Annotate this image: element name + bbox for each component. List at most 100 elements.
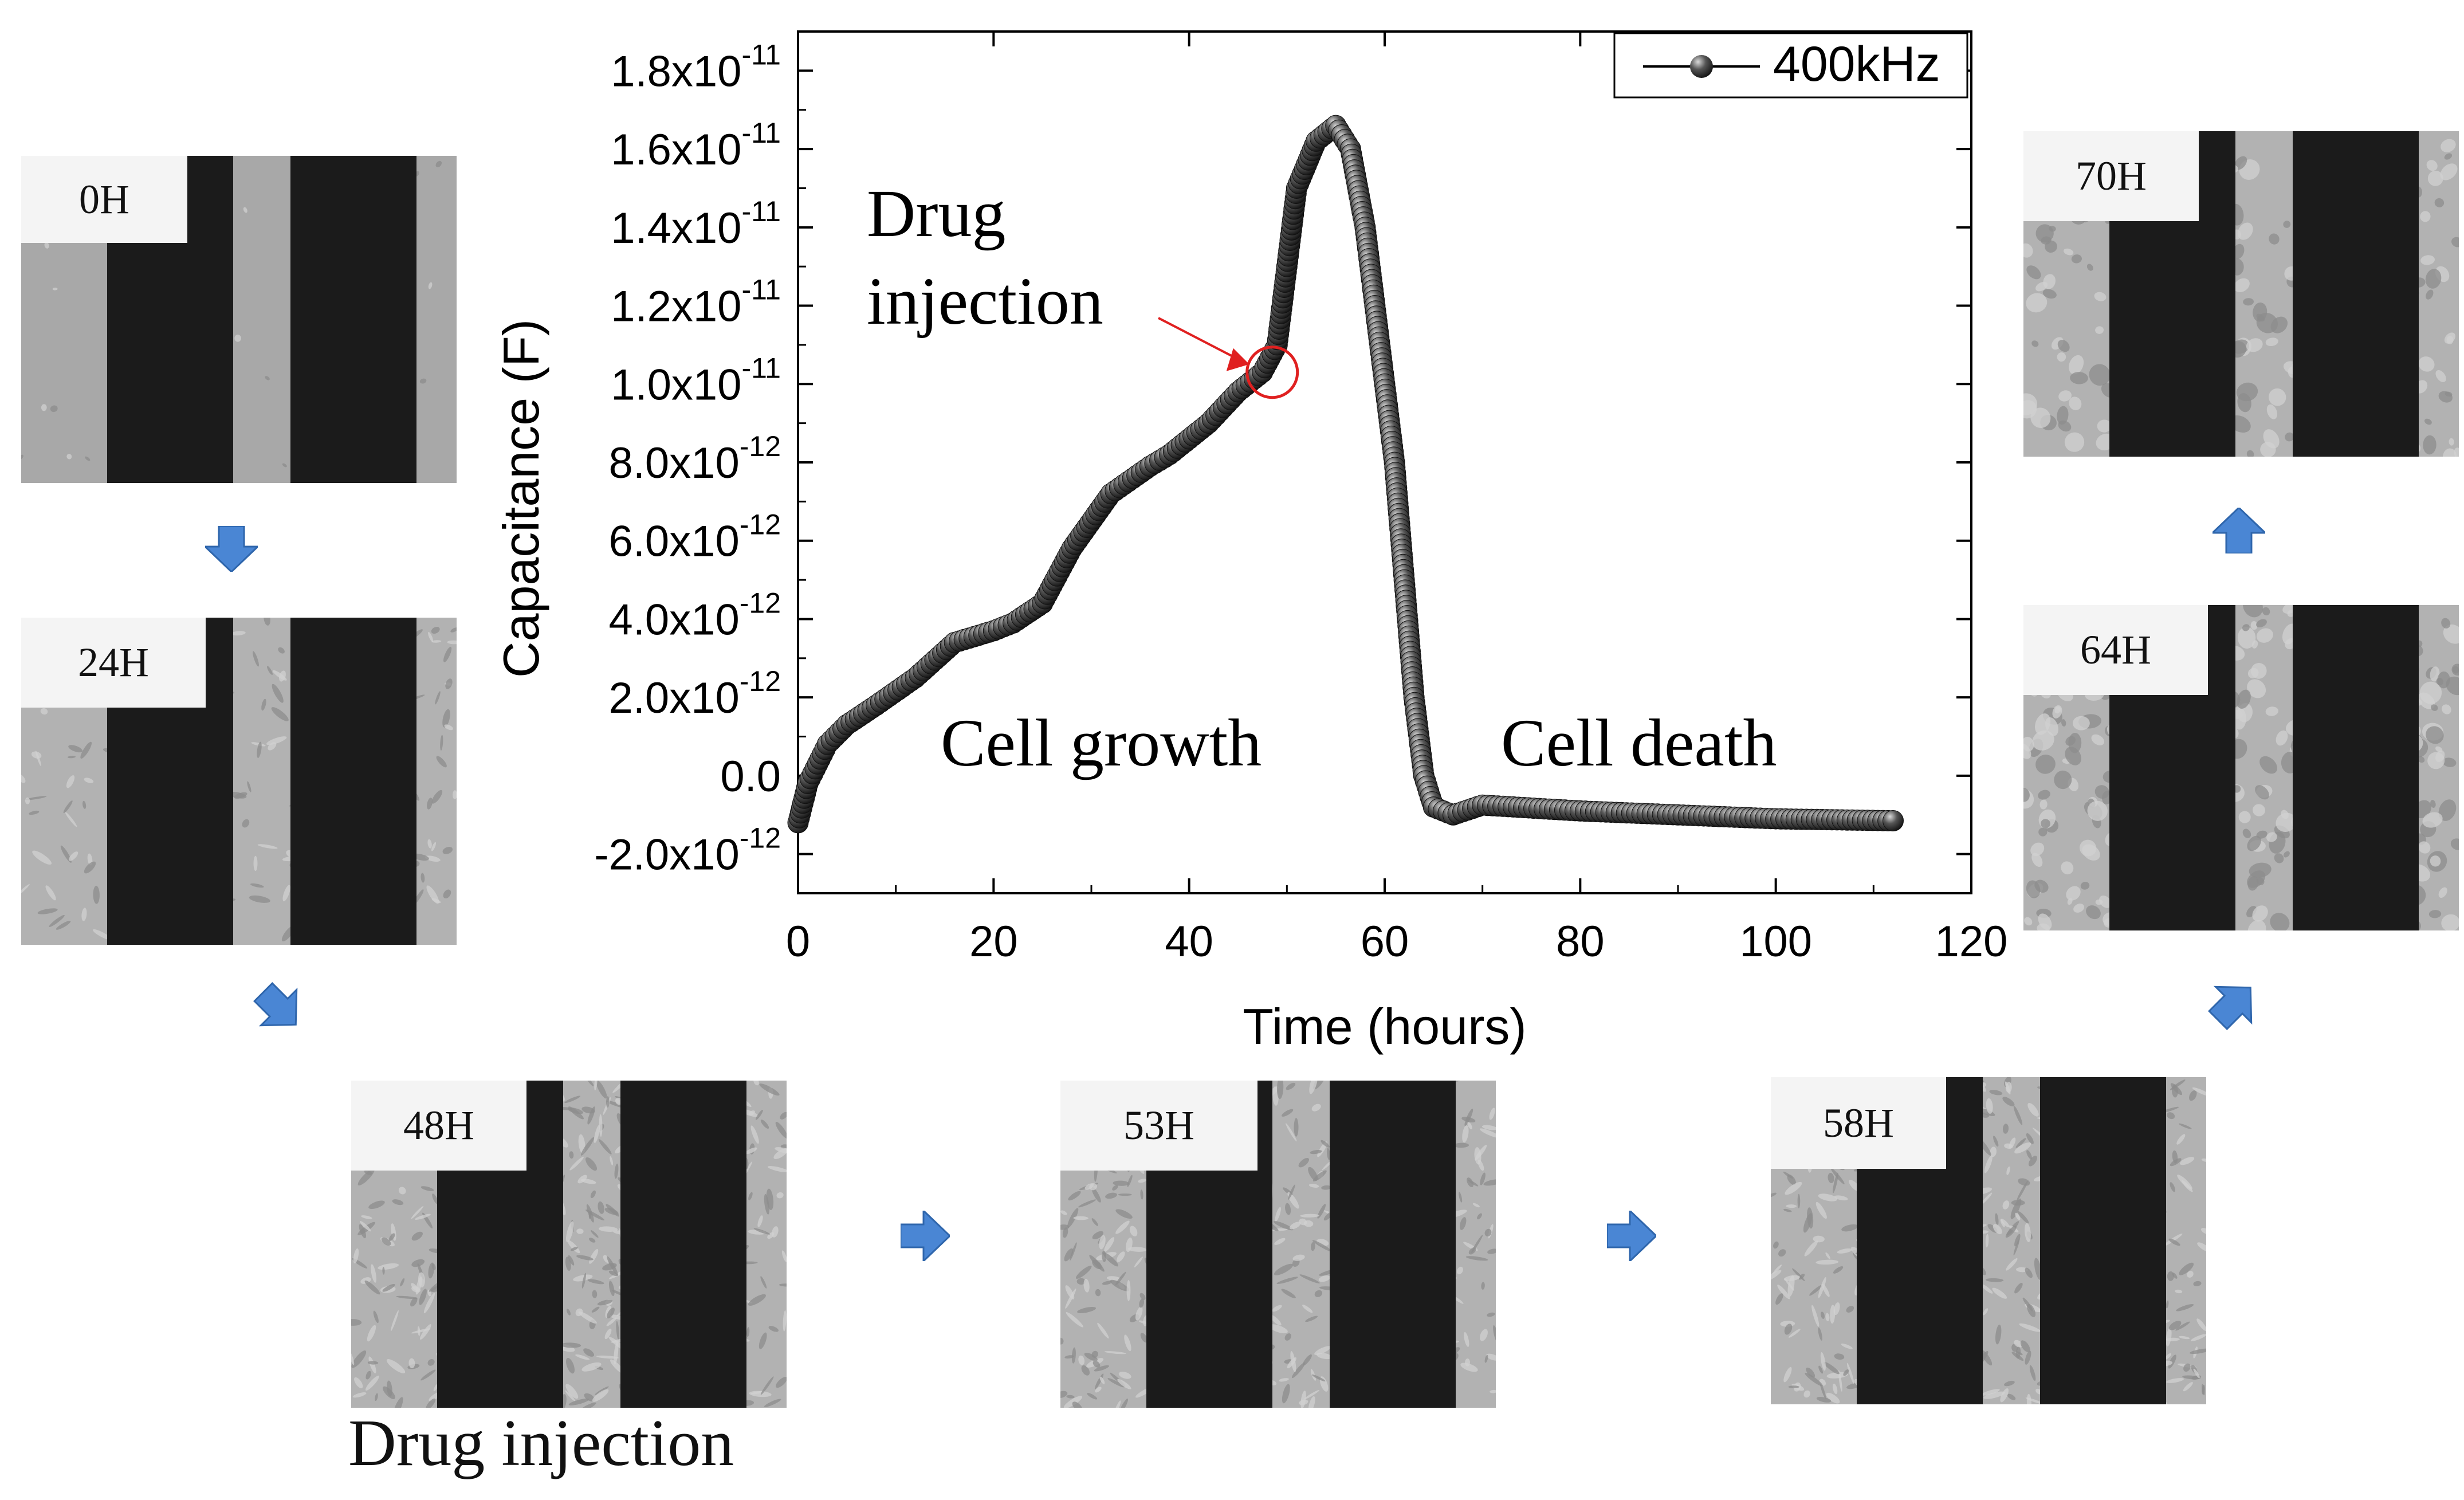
cell	[2166, 1328, 2172, 1346]
cell	[1985, 1234, 1989, 1248]
cell	[1465, 1256, 1488, 1261]
cell	[2269, 233, 2280, 245]
cell	[1775, 1293, 1783, 1305]
cell	[604, 1207, 619, 1215]
electrode-band	[2293, 131, 2419, 457]
cell	[450, 627, 457, 633]
cell	[1115, 1209, 1133, 1219]
cell	[1788, 1385, 1799, 1388]
cell	[2442, 704, 2451, 714]
cell	[2052, 705, 2062, 718]
cell	[2080, 882, 2090, 890]
cell	[1828, 1173, 1834, 1183]
cell	[757, 1215, 763, 1227]
cell	[2168, 1354, 2176, 1369]
cell	[2031, 853, 2043, 867]
cell	[1321, 1140, 1330, 1148]
cell	[2247, 875, 2259, 891]
cell	[2035, 755, 2056, 774]
cell	[2017, 1211, 2029, 1224]
cell	[1464, 1332, 1469, 1347]
cell	[1841, 1224, 1858, 1232]
cell	[1984, 1155, 1993, 1173]
cell	[2073, 904, 2085, 913]
cell	[2262, 607, 2270, 616]
cell	[587, 1279, 604, 1285]
cell	[2057, 406, 2069, 425]
cell	[607, 1256, 619, 1276]
cell	[408, 1358, 415, 1368]
cell	[411, 1231, 423, 1241]
legend-marker	[1690, 55, 1713, 78]
cell	[2183, 1382, 2193, 1392]
electrode-band	[2293, 605, 2419, 930]
cell	[66, 454, 72, 460]
cell	[1102, 1281, 1113, 1285]
cell	[1825, 1313, 1830, 1321]
cell	[361, 1215, 372, 1219]
cell	[1084, 1352, 1098, 1361]
cell	[2418, 356, 2435, 372]
cell	[783, 1310, 787, 1332]
cell	[1077, 1307, 1097, 1313]
cell	[1103, 1252, 1119, 1267]
cell	[1313, 1081, 1326, 1090]
cell	[392, 1199, 404, 1206]
cell	[2086, 264, 2093, 271]
annotation-cell-death: Cell death	[1501, 705, 1777, 780]
cell	[1087, 1393, 1098, 1400]
cell	[387, 1380, 392, 1397]
cell	[279, 670, 286, 682]
cell	[1287, 1357, 1296, 1369]
cell	[2242, 624, 2250, 631]
cell	[253, 651, 259, 667]
cell	[1127, 1175, 1133, 1187]
cell	[2419, 681, 2442, 704]
cell	[2097, 419, 2112, 433]
cell	[614, 1163, 619, 1179]
cell	[592, 1389, 609, 1402]
cell	[1773, 1241, 1779, 1249]
electrode-band	[1330, 1081, 1456, 1408]
cell	[421, 873, 425, 883]
cell	[264, 618, 270, 626]
cell	[428, 282, 433, 289]
cell	[265, 376, 270, 380]
cell	[1112, 1185, 1118, 1191]
cell	[2444, 332, 2455, 344]
cell	[1099, 1376, 1105, 1384]
y-tick-label: 2.0x10-12	[609, 665, 781, 722]
cell	[1826, 1392, 1840, 1404]
cell	[2025, 1223, 2031, 1243]
cell	[368, 1356, 376, 1373]
cell	[1067, 1208, 1079, 1228]
cell	[2259, 756, 2278, 774]
cell	[1783, 1208, 1792, 1212]
cell	[1081, 1365, 1090, 1376]
cell	[411, 1206, 424, 1219]
cell	[2285, 432, 2294, 442]
micrograph-58h: 58H	[1771, 1077, 2206, 1404]
cell	[1486, 1353, 1496, 1361]
cell	[2274, 853, 2284, 863]
cell	[2430, 800, 2436, 808]
cell	[2006, 1166, 2010, 1175]
cell	[2256, 628, 2273, 643]
cell	[1072, 1401, 1083, 1408]
cell	[1073, 1216, 1088, 1220]
cell	[85, 456, 91, 461]
cell	[1321, 1185, 1331, 1190]
drug-injection-arrowhead	[1226, 348, 1249, 371]
micrograph-image	[2023, 131, 2459, 457]
cell	[2025, 1267, 2033, 1278]
cell	[2266, 404, 2278, 419]
cell	[2437, 672, 2450, 689]
micrograph-24h: 24H	[21, 618, 457, 945]
cell	[616, 1321, 620, 1340]
cell	[594, 1125, 600, 1144]
cell	[1833, 1302, 1840, 1316]
cell	[1818, 1193, 1838, 1201]
cell	[418, 1272, 425, 1288]
cell	[447, 640, 457, 645]
cell	[2028, 1156, 2037, 1167]
